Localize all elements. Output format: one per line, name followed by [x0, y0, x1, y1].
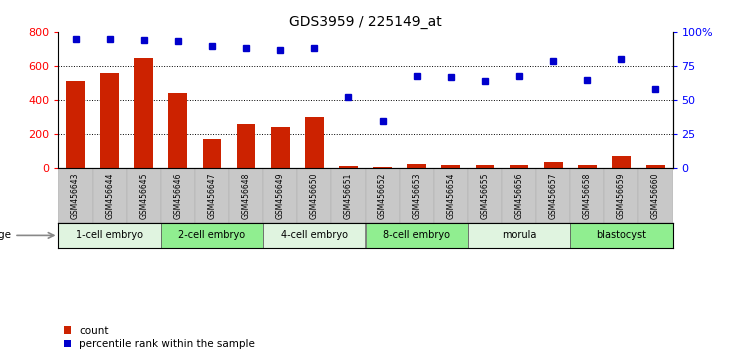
Text: GSM456650: GSM456650	[310, 173, 319, 219]
Text: GSM456653: GSM456653	[412, 173, 421, 219]
Text: GSM456659: GSM456659	[617, 173, 626, 219]
Text: development stage: development stage	[0, 230, 11, 240]
Bar	[93, 169, 126, 223]
Text: GSM456660: GSM456660	[651, 173, 660, 219]
Text: GSM456655: GSM456655	[480, 173, 489, 219]
Text: GSM456658: GSM456658	[583, 173, 591, 219]
Text: GSM456643: GSM456643	[71, 173, 80, 219]
Bar	[373, 167, 392, 169]
Text: GSM456648: GSM456648	[242, 173, 251, 219]
Text: GSM456644: GSM456644	[105, 173, 114, 219]
Bar	[570, 223, 673, 248]
Text: GSM456651: GSM456651	[344, 173, 353, 219]
Bar	[570, 169, 605, 223]
Bar	[366, 169, 400, 223]
Bar	[577, 165, 596, 169]
Text: GSM456645: GSM456645	[140, 173, 148, 219]
Bar	[510, 165, 529, 169]
Bar	[502, 169, 536, 223]
Text: GSM456656: GSM456656	[515, 173, 523, 219]
Bar	[100, 73, 119, 169]
Bar	[400, 169, 433, 223]
Title: GDS3959 / 225149_at: GDS3959 / 225149_at	[289, 16, 442, 29]
Text: GSM456652: GSM456652	[378, 173, 387, 219]
Bar	[161, 169, 195, 223]
Bar	[605, 169, 638, 223]
Bar	[66, 81, 85, 169]
Bar	[638, 169, 673, 223]
Bar	[407, 164, 426, 169]
Text: 1-cell embryo: 1-cell embryo	[76, 230, 143, 240]
Bar	[544, 162, 562, 169]
Text: 4-cell embryo: 4-cell embryo	[281, 230, 348, 240]
Bar	[168, 93, 187, 169]
Text: 2-cell embryo: 2-cell embryo	[178, 230, 246, 240]
Bar	[126, 169, 161, 223]
Text: GSM456654: GSM456654	[447, 173, 455, 219]
Bar	[536, 169, 570, 223]
Bar	[58, 223, 161, 248]
Bar	[135, 58, 154, 169]
Bar	[58, 169, 93, 223]
Bar	[442, 165, 461, 169]
Bar	[263, 169, 298, 223]
Bar	[433, 169, 468, 223]
Bar	[263, 223, 366, 248]
Bar	[195, 169, 229, 223]
Bar	[475, 165, 494, 169]
Bar	[202, 139, 221, 169]
Text: morula: morula	[501, 230, 537, 240]
Bar	[331, 169, 366, 223]
Bar	[468, 169, 502, 223]
Bar	[612, 155, 631, 169]
Bar	[339, 166, 357, 169]
Bar	[646, 165, 664, 169]
Bar	[468, 223, 570, 248]
Bar	[270, 127, 289, 169]
Bar	[366, 223, 468, 248]
Bar	[161, 223, 263, 248]
Text: GSM456649: GSM456649	[276, 173, 284, 219]
Bar	[305, 117, 324, 169]
Text: GSM456647: GSM456647	[208, 173, 216, 219]
Bar	[298, 169, 331, 223]
Bar	[229, 169, 263, 223]
Text: GSM456646: GSM456646	[173, 173, 182, 219]
Bar	[237, 124, 255, 169]
Text: blastocyst: blastocyst	[596, 230, 646, 240]
Text: GSM456657: GSM456657	[549, 173, 558, 219]
Text: 8-cell embryo: 8-cell embryo	[383, 230, 450, 240]
Legend: count, percentile rank within the sample: count, percentile rank within the sample	[64, 326, 255, 349]
